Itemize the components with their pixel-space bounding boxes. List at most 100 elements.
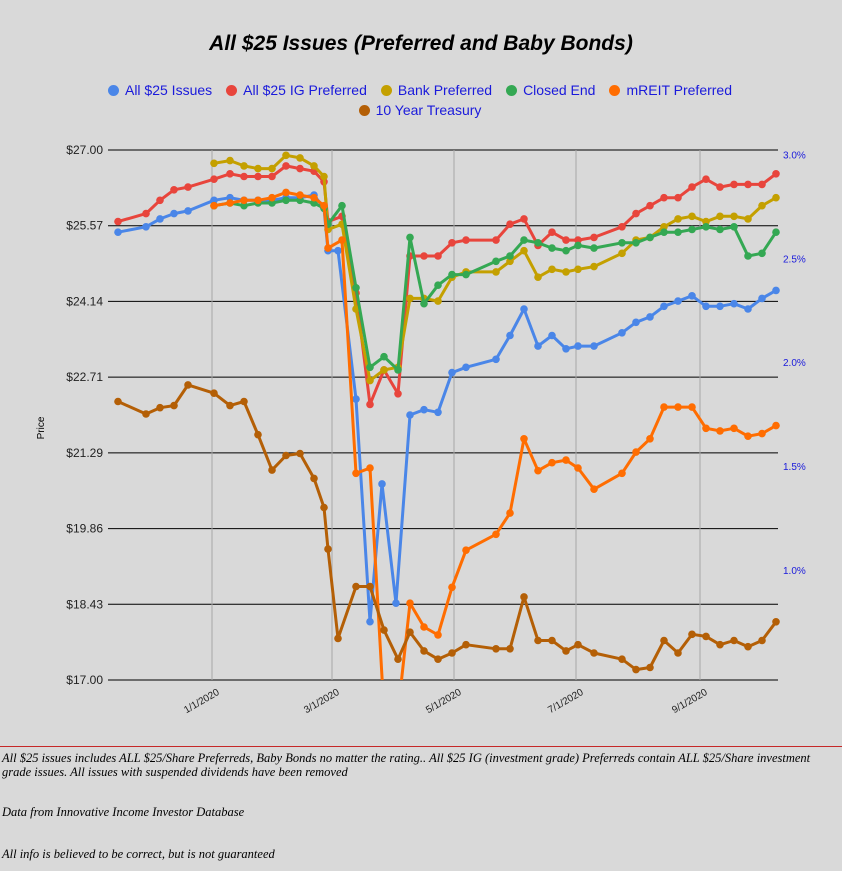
data-point	[548, 244, 556, 252]
y-tick-label: $17.00	[66, 673, 103, 687]
data-point	[492, 530, 500, 539]
data-point	[366, 400, 374, 409]
data-point	[406, 411, 414, 419]
data-point	[716, 212, 724, 221]
data-point	[646, 663, 654, 672]
data-point	[170, 186, 178, 194]
legend-item: All $25 Issues	[107, 80, 212, 100]
data-point	[268, 172, 276, 181]
y-tick-label: $24.14	[66, 294, 103, 308]
data-point	[462, 270, 470, 279]
data-point	[210, 159, 218, 168]
y2-tick-label: 2.0%	[783, 358, 806, 369]
data-point	[114, 228, 122, 236]
legend-item: mREIT Preferred	[609, 80, 732, 100]
data-point	[378, 480, 386, 488]
y-tick-label: $21.29	[66, 446, 103, 460]
data-point	[254, 172, 262, 181]
data-point	[352, 284, 360, 292]
data-point	[702, 217, 710, 226]
data-point	[660, 223, 668, 231]
data-point	[590, 485, 598, 494]
data-point	[534, 466, 542, 475]
data-point	[352, 469, 360, 478]
data-point	[462, 546, 470, 554]
data-point	[366, 363, 374, 372]
data-point	[156, 403, 164, 412]
data-point	[744, 642, 752, 651]
data-point	[574, 342, 582, 350]
legend-label: Closed End	[523, 82, 596, 98]
data-point	[688, 225, 696, 234]
data-point	[406, 628, 414, 636]
data-point	[296, 196, 304, 205]
data-point	[702, 223, 710, 231]
data-point	[156, 215, 164, 223]
data-point	[716, 225, 724, 234]
data-point	[210, 389, 218, 398]
data-point	[492, 645, 500, 653]
data-point	[574, 236, 582, 244]
data-point	[716, 302, 724, 311]
data-point	[334, 246, 342, 255]
data-point	[534, 636, 542, 645]
data-point	[380, 626, 388, 634]
data-point	[674, 297, 682, 305]
series-line	[213, 198, 778, 372]
data-point	[434, 297, 442, 305]
data-point	[254, 164, 262, 173]
data-point	[448, 239, 456, 247]
data-point	[562, 246, 570, 255]
data-point	[590, 233, 598, 242]
data-point	[380, 708, 388, 716]
series-line	[117, 383, 778, 672]
data-point	[506, 645, 514, 653]
data-point	[324, 545, 332, 553]
legend-label: mREIT Preferred	[626, 82, 732, 98]
data-point	[170, 401, 178, 410]
data-point	[618, 469, 626, 478]
data-point	[758, 429, 766, 438]
data-point	[240, 172, 248, 181]
data-point	[420, 623, 428, 631]
data-point	[434, 252, 442, 260]
data-point	[462, 363, 470, 372]
data-point	[534, 273, 542, 282]
data-point	[366, 376, 374, 385]
legend-item: 10 Year Treasury	[358, 100, 481, 120]
data-point	[394, 708, 402, 716]
data-point	[506, 257, 514, 266]
data-point	[226, 199, 234, 207]
data-point	[210, 175, 218, 183]
data-point	[730, 424, 738, 433]
legend-item: Bank Preferred	[380, 80, 492, 100]
legend-item: All $25 IG Preferred	[226, 80, 367, 100]
data-point	[688, 183, 696, 191]
data-point	[618, 249, 626, 258]
data-point	[688, 292, 696, 300]
data-point	[380, 352, 388, 361]
data-point	[320, 503, 328, 512]
data-point	[462, 236, 470, 244]
data-point	[646, 435, 654, 443]
data-point	[184, 381, 192, 389]
y2-tick-label: 1.0%	[783, 566, 806, 577]
data-point	[406, 233, 414, 242]
data-point	[268, 466, 276, 474]
data-point	[562, 647, 570, 655]
data-point	[434, 655, 442, 663]
data-point	[730, 180, 738, 189]
data-point	[590, 262, 598, 271]
data-point	[772, 421, 780, 430]
data-point	[492, 355, 500, 364]
data-point	[534, 239, 542, 247]
data-point	[226, 193, 234, 202]
x-tick-label: 3/1/2020	[302, 687, 342, 716]
data-point	[380, 366, 388, 374]
data-point	[296, 191, 304, 199]
data-point	[240, 397, 248, 406]
data-point	[562, 268, 570, 276]
data-point	[392, 599, 400, 607]
data-point	[296, 449, 304, 458]
data-point	[282, 151, 290, 160]
